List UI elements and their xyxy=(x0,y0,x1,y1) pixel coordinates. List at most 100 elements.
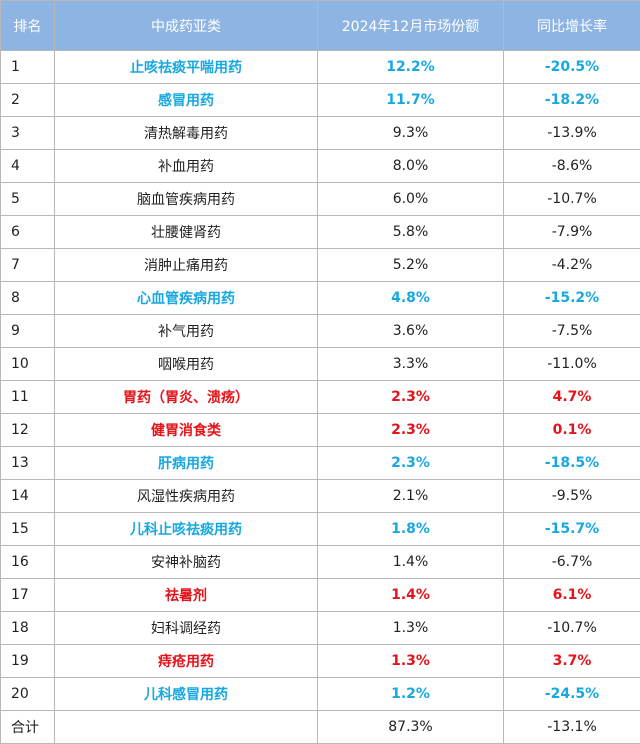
growth-cell: 4.7% xyxy=(503,380,640,414)
category-cell: 风湿性疾病用药 xyxy=(54,479,318,513)
table-row: 17 祛暑剂 1.4% 6.1% xyxy=(0,578,640,612)
rank-cell: 12 xyxy=(0,413,55,447)
table-row: 7 消肿止痛用药 5.2% -4.2% xyxy=(0,248,640,282)
table-row: 6 壮腰健肾药 5.8% -7.9% xyxy=(0,215,640,249)
table-body: 1 止咳祛痰平喘用药 12.2% -20.5% 2 感冒用药 11.7% -18… xyxy=(0,50,640,744)
share-cell: 3.6% xyxy=(317,314,504,348)
rank-cell: 8 xyxy=(0,281,55,315)
table-row: 16 安神补脑药 1.4% -6.7% xyxy=(0,545,640,579)
category-cell: 安神补脑药 xyxy=(54,545,318,579)
rank-cell: 13 xyxy=(0,446,55,480)
growth-cell: -15.7% xyxy=(503,512,640,546)
rank-cell: 10 xyxy=(0,347,55,381)
category-cell: 儿科感冒用药 xyxy=(54,677,318,711)
rank-cell: 16 xyxy=(0,545,55,579)
growth-cell: -11.0% xyxy=(503,347,640,381)
share-cell: 5.2% xyxy=(317,248,504,282)
growth-cell: -15.2% xyxy=(503,281,640,315)
category-cell: 补气用药 xyxy=(54,314,318,348)
growth-cell: -9.5% xyxy=(503,479,640,513)
share-cell: 1.3% xyxy=(317,644,504,678)
rank-cell: 20 xyxy=(0,677,55,711)
header-rank: 排名 xyxy=(0,0,55,51)
growth-cell: -10.7% xyxy=(503,611,640,645)
table-row: 3 清热解毒用药 9.3% -13.9% xyxy=(0,116,640,150)
rank-cell: 4 xyxy=(0,149,55,183)
growth-cell: -13.9% xyxy=(503,116,640,150)
rank-cell: 5 xyxy=(0,182,55,216)
rank-cell: 19 xyxy=(0,644,55,678)
rank-cell: 3 xyxy=(0,116,55,150)
growth-cell: 3.7% xyxy=(503,644,640,678)
category-cell: 壮腰健肾药 xyxy=(54,215,318,249)
share-cell: 2.3% xyxy=(317,380,504,414)
total-share-cell: 87.3% xyxy=(317,710,504,744)
table-row: 5 脑血管疾病用药 6.0% -10.7% xyxy=(0,182,640,216)
header-row: 排名 中成药亚类 2024年12月市场份额 同比增长率 xyxy=(0,0,640,51)
growth-cell: -8.6% xyxy=(503,149,640,183)
growth-cell: -6.7% xyxy=(503,545,640,579)
share-cell: 1.2% xyxy=(317,677,504,711)
growth-cell: -7.9% xyxy=(503,215,640,249)
share-cell: 11.7% xyxy=(317,83,504,117)
table-row: 2 感冒用药 11.7% -18.2% xyxy=(0,83,640,117)
rank-cell: 18 xyxy=(0,611,55,645)
growth-cell: 6.1% xyxy=(503,578,640,612)
share-cell: 6.0% xyxy=(317,182,504,216)
share-cell: 1.8% xyxy=(317,512,504,546)
category-cell: 健胃消食类 xyxy=(54,413,318,447)
table-row: 19 痔疮用药 1.3% 3.7% xyxy=(0,644,640,678)
rank-cell: 9 xyxy=(0,314,55,348)
share-cell: 2.3% xyxy=(317,446,504,480)
category-cell: 清热解毒用药 xyxy=(54,116,318,150)
category-cell: 祛暑剂 xyxy=(54,578,318,612)
share-cell: 2.3% xyxy=(317,413,504,447)
table-row: 1 止咳祛痰平喘用药 12.2% -20.5% xyxy=(0,50,640,84)
growth-cell: -18.2% xyxy=(503,83,640,117)
share-cell: 1.4% xyxy=(317,545,504,579)
share-cell: 1.3% xyxy=(317,611,504,645)
category-cell: 感冒用药 xyxy=(54,83,318,117)
rank-cell: 7 xyxy=(0,248,55,282)
total-row: 合计 87.3% -13.1% xyxy=(0,710,640,744)
share-cell: 12.2% xyxy=(317,50,504,84)
table-row: 4 补血用药 8.0% -8.6% xyxy=(0,149,640,183)
table-row: 10 咽喉用药 3.3% -11.0% xyxy=(0,347,640,381)
total-label-cell: 合计 xyxy=(0,710,55,744)
category-cell: 肝病用药 xyxy=(54,446,318,480)
growth-cell: -7.5% xyxy=(503,314,640,348)
total-category-cell xyxy=(54,710,318,744)
category-cell: 心血管疾病用药 xyxy=(54,281,318,315)
rank-cell: 14 xyxy=(0,479,55,513)
rank-cell: 2 xyxy=(0,83,55,117)
table-row: 12 健胃消食类 2.3% 0.1% xyxy=(0,413,640,447)
rank-cell: 11 xyxy=(0,380,55,414)
category-cell: 咽喉用药 xyxy=(54,347,318,381)
table-row: 11 胃药（胃炎、溃疡） 2.3% 4.7% xyxy=(0,380,640,414)
category-cell: 补血用药 xyxy=(54,149,318,183)
header-share: 2024年12月市场份额 xyxy=(317,0,504,51)
category-cell: 消肿止痛用药 xyxy=(54,248,318,282)
category-cell: 止咳祛痰平喘用药 xyxy=(54,50,318,84)
share-cell: 8.0% xyxy=(317,149,504,183)
growth-cell: -24.5% xyxy=(503,677,640,711)
table-row: 13 肝病用药 2.3% -18.5% xyxy=(0,446,640,480)
growth-cell: -20.5% xyxy=(503,50,640,84)
growth-cell: 0.1% xyxy=(503,413,640,447)
share-cell: 4.8% xyxy=(317,281,504,315)
growth-cell: -18.5% xyxy=(503,446,640,480)
rank-cell: 17 xyxy=(0,578,55,612)
share-cell: 2.1% xyxy=(317,479,504,513)
share-cell: 3.3% xyxy=(317,347,504,381)
table-row: 14 风湿性疾病用药 2.1% -9.5% xyxy=(0,479,640,513)
share-cell: 5.8% xyxy=(317,215,504,249)
header-category: 中成药亚类 xyxy=(54,0,318,51)
category-cell: 儿科止咳祛痰用药 xyxy=(54,512,318,546)
category-cell: 妇科调经药 xyxy=(54,611,318,645)
total-growth-cell: -13.1% xyxy=(503,710,640,744)
share-cell: 1.4% xyxy=(317,578,504,612)
category-cell: 脑血管疾病用药 xyxy=(54,182,318,216)
table-row: 8 心血管疾病用药 4.8% -15.2% xyxy=(0,281,640,315)
growth-cell: -10.7% xyxy=(503,182,640,216)
